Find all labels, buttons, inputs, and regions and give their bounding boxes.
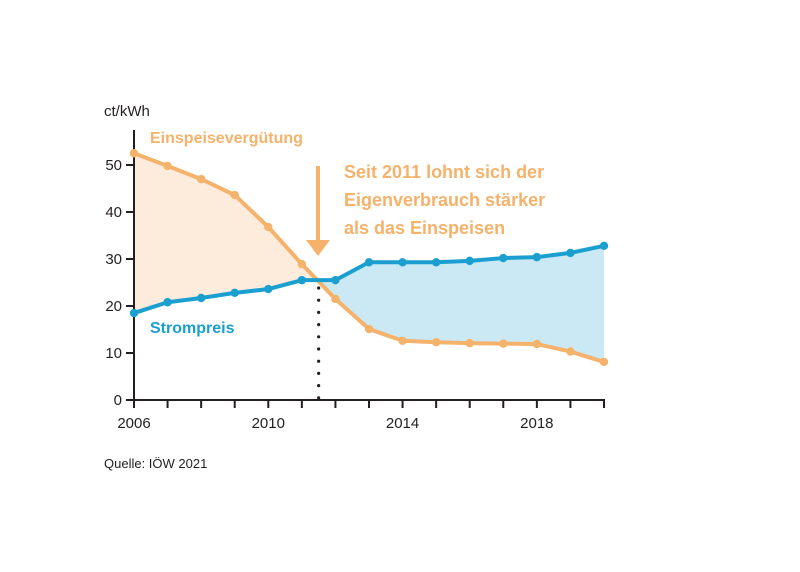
dotted-line-dot	[317, 335, 321, 339]
data-point-strompreis	[129, 308, 139, 318]
data-point-einspeiseverguetung	[566, 347, 575, 356]
dotted-line-dot	[317, 396, 321, 400]
legend-strompreis: Strompreis	[150, 320, 235, 337]
data-point-einspeiseverguetung	[331, 294, 340, 304]
annotation-line-2: Eigenverbrauch stärker	[344, 190, 545, 210]
series-points	[129, 149, 609, 367]
data-point-einspeiseverguetung	[163, 161, 172, 171]
x-tick-label: 2018	[520, 415, 553, 432]
data-point-strompreis	[398, 258, 407, 267]
data-point-einspeiseverguetung	[230, 190, 239, 200]
data-point-strompreis	[532, 252, 542, 262]
data-point-strompreis	[465, 256, 474, 266]
data-point-einspeiseverguetung	[465, 338, 474, 348]
legend-einspeiseverguetung: Einspeisevergütung	[150, 130, 303, 147]
data-point-strompreis	[264, 284, 273, 294]
source-note: Quelle: IÖW 2021	[104, 456, 207, 471]
data-point-einspeiseverguetung	[264, 222, 273, 232]
x-tick-label: 2014	[386, 415, 419, 432]
dotted-line-dot	[317, 310, 321, 314]
y-tick-label: 50	[105, 157, 122, 174]
data-point-strompreis	[499, 253, 508, 263]
data-point-strompreis	[230, 288, 239, 298]
annotation-line-1: Seit 2011 lohnt sich der	[344, 162, 544, 182]
dotted-line-dot	[317, 298, 321, 302]
x-tick-label: 2010	[252, 415, 285, 432]
dotted-line-dot	[317, 347, 321, 351]
data-point-strompreis	[364, 258, 374, 267]
dotted-line-dot	[317, 359, 321, 363]
y-tick-label: 0	[114, 392, 122, 409]
x-tick-label: 2006	[117, 415, 150, 432]
dotted-line-dot	[317, 371, 321, 375]
data-point-strompreis	[566, 248, 575, 258]
area-einspeise-above	[134, 153, 318, 314]
data-point-einspeiseverguetung	[431, 337, 441, 347]
y-tick-label: 30	[105, 251, 122, 268]
dotted-line-dot	[317, 384, 321, 388]
data-point-einspeiseverguetung	[196, 174, 206, 184]
data-point-einspeiseverguetung	[499, 339, 508, 348]
annotation: Seit 2011 lohnt sich der Eigenverbrauch …	[306, 162, 545, 256]
data-point-strompreis	[163, 298, 172, 307]
y-tick-label: 20	[105, 298, 122, 315]
data-point-strompreis	[431, 258, 441, 267]
data-point-strompreis	[297, 275, 307, 285]
annotation-line-3: als das Einspeisen	[344, 218, 505, 238]
data-point-einspeiseverguetung	[129, 149, 139, 158]
y-tick-label: 10	[105, 345, 122, 362]
y-tick-label: 40	[105, 204, 122, 221]
data-point-einspeiseverguetung	[364, 324, 374, 334]
crossover-dotted-line	[317, 286, 321, 400]
data-point-einspeiseverguetung	[297, 259, 307, 269]
area-strompreis-above	[317, 245, 604, 362]
area-fills	[134, 153, 604, 362]
data-point-einspeiseverguetung	[398, 336, 407, 345]
data-point-einspeiseverguetung	[599, 357, 609, 367]
down-arrow-icon	[306, 166, 330, 256]
data-point-strompreis	[599, 241, 609, 251]
axes: 0 10 20 30 40 50 2006 2010 2014 2018	[105, 130, 605, 432]
dotted-line-dot	[317, 286, 321, 290]
y-unit-label: ct/kWh	[104, 103, 150, 120]
data-point-strompreis	[331, 275, 340, 285]
data-point-strompreis	[196, 293, 206, 303]
dotted-line-dot	[317, 323, 321, 327]
data-point-einspeiseverguetung	[532, 339, 542, 349]
